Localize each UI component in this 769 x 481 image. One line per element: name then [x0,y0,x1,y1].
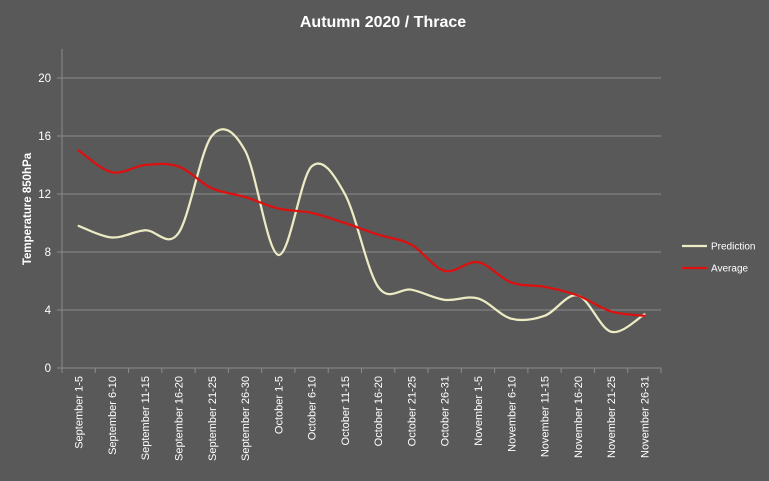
x-tick-label: September 21-25 [207,376,219,461]
x-tick-label: October 11-15 [340,376,352,446]
x-tick-label: November 26-31 [639,376,651,458]
axes [61,49,661,369]
x-tick-label: October 16-20 [373,376,385,446]
x-tick-label: November 11-15 [540,376,552,457]
x-tick-label: September 11-15 [140,376,152,460]
chart-title: Autumn 2020 / Thrace [300,14,466,31]
y-tick-label: 0 [45,363,51,375]
x-tick-label: November 16-20 [573,376,585,458]
gridlines [62,77,661,311]
series-lines [77,128,646,334]
y-tick-label: 20 [38,73,51,85]
x-tick-label: September 1-5 [74,376,86,449]
x-tick-label: October 21-25 [406,376,418,446]
legend-label: Average [711,264,749,275]
x-tick-label: September 6-10 [107,376,119,455]
legend-label: Prediction [711,242,755,253]
y-tick-label: 16 [38,131,51,143]
legend: Prediction Average [682,242,755,275]
y-tick-label: 8 [45,247,51,259]
y-tick-label: 4 [45,305,52,317]
x-axis-ticks: September 1-5 September 6-10 September 11-… [61,368,662,461]
x-tick-label: November 1-5 [473,376,485,446]
x-tick-label: October 1-5 [273,376,285,434]
x-tick-label: September 26-30 [240,376,252,461]
series-line-prediction [77,128,646,334]
y-axis-ticks: 0 4 8 12 16 20 [38,73,62,375]
y-tick-label: 12 [38,189,51,201]
x-tick-label: October 6-10 [307,376,319,440]
x-tick-label: September 16-20 [173,376,185,461]
series-line-average [77,149,646,317]
x-tick-label: November 6-10 [506,376,518,452]
y-axis-label: Temperature 850hPa [22,152,34,265]
x-tick-label: November 21-25 [606,376,618,458]
x-tick-label: October 26-31 [440,376,452,446]
